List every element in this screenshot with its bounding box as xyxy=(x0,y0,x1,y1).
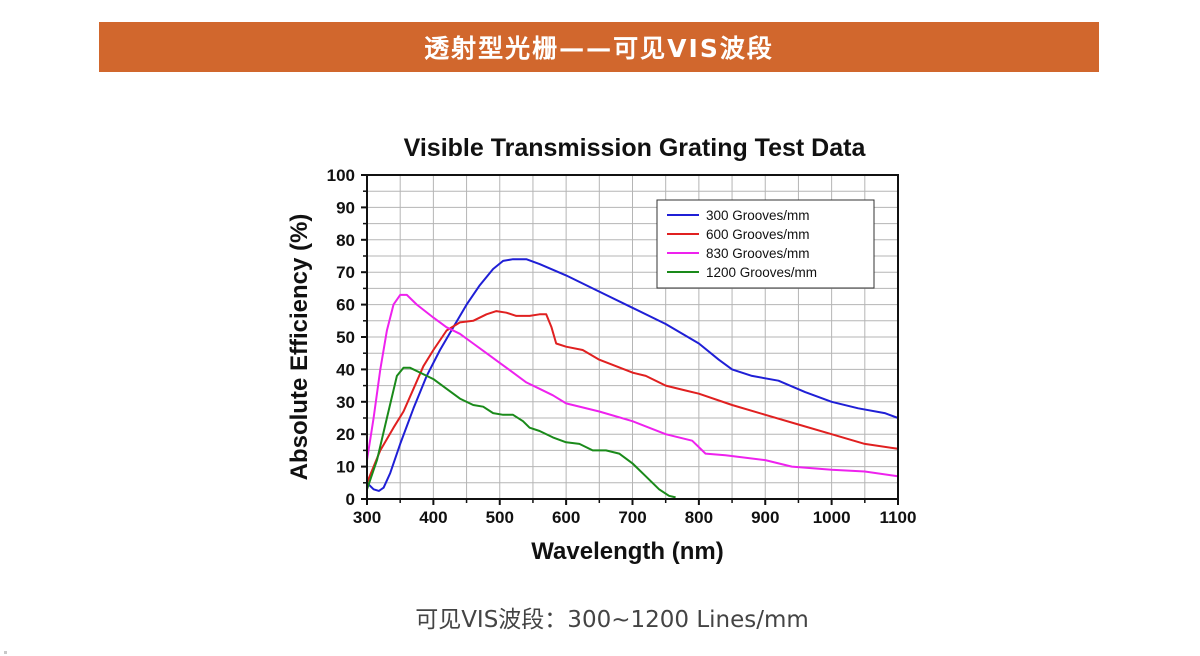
y-tick-label: 100 xyxy=(327,166,355,185)
y-tick-label: 50 xyxy=(336,328,355,347)
chart-caption: 可见VIS波段：300~1200 Lines/mm xyxy=(415,607,809,633)
x-tick-label: 600 xyxy=(552,508,580,527)
series-line-3 xyxy=(366,293,899,478)
x-tick-label: 800 xyxy=(685,508,713,527)
y-tick-label: 70 xyxy=(336,263,355,282)
y-tick-label: 0 xyxy=(346,490,355,509)
title-banner: 透射型光栅——可见VIS波段 xyxy=(99,22,1099,72)
efficiency-chart: Visible Transmission Grating Test Data 30… xyxy=(286,134,917,565)
x-tick-label: 300 xyxy=(353,508,381,527)
x-tick-label: 1100 xyxy=(880,508,917,527)
x-tick-label: 700 xyxy=(618,508,646,527)
y-tick-label: 30 xyxy=(336,393,355,412)
y-tick-label: 40 xyxy=(336,360,355,379)
y-tick-label: 10 xyxy=(336,458,355,477)
legend-label-2: 600 Grooves/mm xyxy=(706,227,810,242)
banner-title: 透射型光栅——可见VIS波段 xyxy=(424,34,774,63)
x-tick-label: 1000 xyxy=(813,508,851,527)
x-tick-label: 500 xyxy=(486,508,514,527)
series-line-2 xyxy=(366,310,899,484)
legend-label-4: 1200 Grooves/mm xyxy=(706,265,817,280)
y-tick-label: 60 xyxy=(336,296,355,315)
corner-mark xyxy=(4,651,7,654)
x-tick-label: 400 xyxy=(419,508,447,527)
y-tick-label: 20 xyxy=(336,425,355,444)
x-axis-label: Wavelength (nm) xyxy=(531,538,723,565)
x-tick-label: 900 xyxy=(751,508,779,527)
chart-title: Visible Transmission Grating Test Data xyxy=(404,134,867,162)
series-line-1 xyxy=(366,258,899,492)
y-tick-label: 80 xyxy=(336,231,355,250)
legend-label-3: 830 Grooves/mm xyxy=(706,246,810,261)
series-line-4 xyxy=(366,366,676,499)
legend-label-1: 300 Grooves/mm xyxy=(706,208,810,223)
y-axis-label: Absolute Efficiency (%) xyxy=(286,214,313,481)
y-tick-label: 90 xyxy=(336,198,355,217)
